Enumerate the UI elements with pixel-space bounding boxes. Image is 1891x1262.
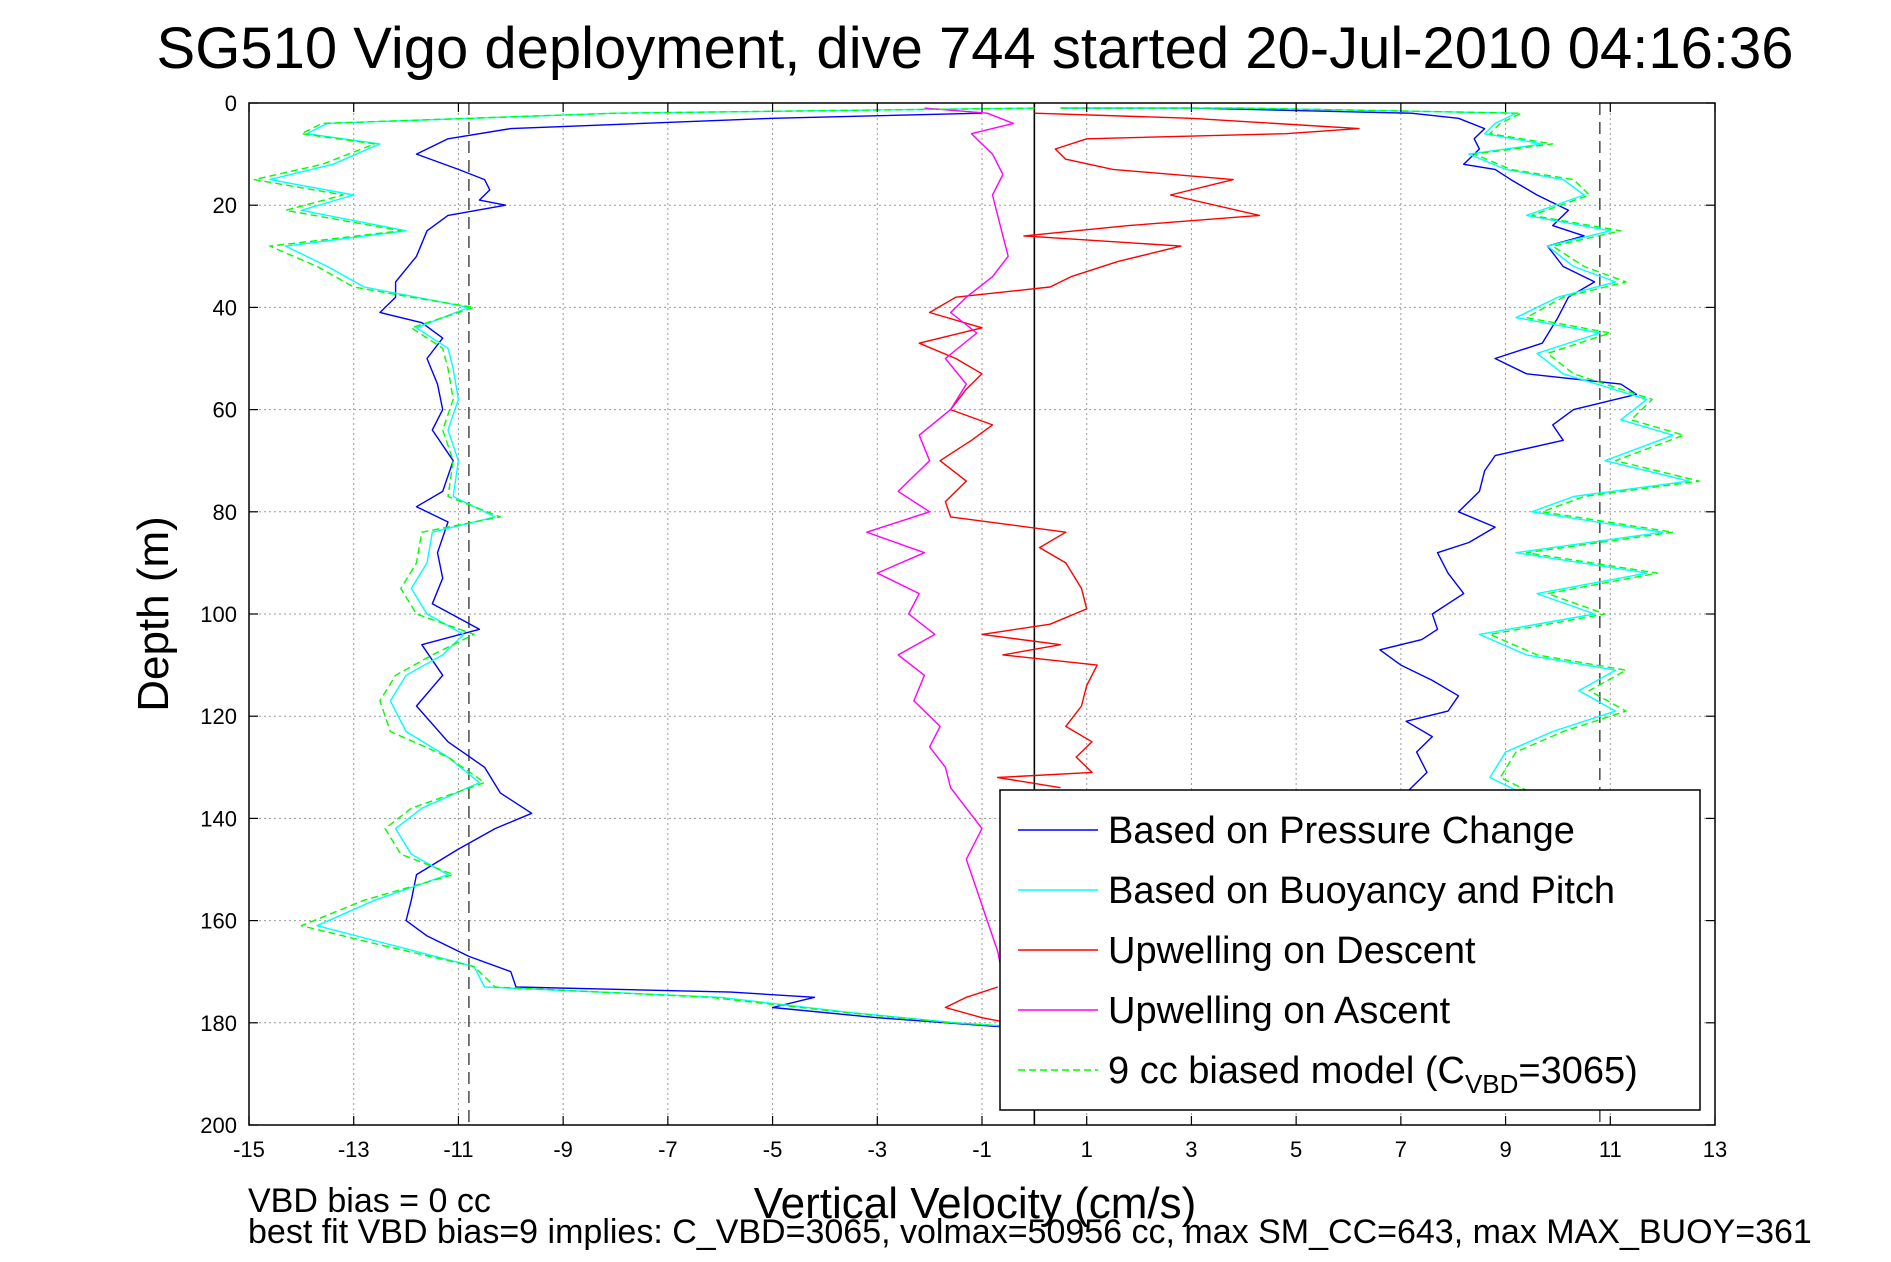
x-tick-label: 5 — [1290, 1137, 1302, 1162]
legend: Based on Pressure Change Based on Buoyanc… — [999, 789, 1701, 1111]
y-tick-label: 80 — [213, 500, 237, 525]
x-tick-label: -9 — [553, 1137, 573, 1162]
y-tick-label: 100 — [200, 602, 237, 627]
x-tick-label: 1 — [1081, 1137, 1093, 1162]
series-line — [866, 107, 1015, 977]
series-line — [1060, 107, 1701, 794]
x-tick-label: 13 — [1703, 1137, 1727, 1162]
legend-label: Based on Buoyancy and Pitch — [1108, 870, 1615, 912]
series-lines — [253, 107, 1701, 1029]
x-tick-label: -11 — [443, 1137, 473, 1162]
y-tick-label: 0 — [225, 91, 237, 116]
axis-ticks: -15 -13 -11 -9 -7 -5 -3 -1 1 3 5 7 9 11 13020406080100… — [200, 91, 1727, 1162]
legend-label: Upwelling on Ascent — [1108, 990, 1451, 1032]
y-tick-label: 140 — [200, 806, 237, 831]
y-tick-label: 200 — [200, 1113, 237, 1138]
legend-label: Based on Pressure Change — [1108, 810, 1575, 852]
legend-box — [999, 789, 1701, 1111]
x-tick-label: 9 — [1499, 1137, 1511, 1162]
legend-label: 9 cc biased model (CVBD=3065) — [1108, 1050, 1638, 1099]
x-tick-label: 11 — [1599, 1137, 1622, 1162]
series-line — [253, 107, 1035, 1029]
series-line — [944, 986, 1009, 1024]
y-tick-label: 20 — [213, 193, 237, 218]
x-tick-label: -15 — [233, 1137, 265, 1162]
x-tick-label: 3 — [1185, 1137, 1197, 1162]
chart-title: SG510 Vigo deployment, dive 744 started … — [157, 16, 1794, 81]
series-line — [269, 107, 1035, 1029]
series-line — [1060, 107, 1690, 794]
x-tick-label: -1 — [972, 1137, 992, 1162]
x-tick-label: 7 — [1395, 1137, 1407, 1162]
y-tick-label: 40 — [213, 295, 237, 320]
series-line — [379, 112, 1035, 1029]
x-axis-label: Vertical Velocity (cm/s) — [754, 1179, 1197, 1228]
x-tick-label: -5 — [763, 1137, 783, 1162]
footer-line-2: best fit VBD bias=9 implies: C_VBD=3065,… — [248, 1213, 1812, 1251]
y-tick-label: 60 — [213, 398, 237, 423]
y-axis-label: Depth (m) — [129, 516, 178, 712]
series-line — [1060, 107, 1638, 794]
legend-label: Upwelling on Descent — [1108, 930, 1476, 972]
y-tick-label: 180 — [200, 1011, 237, 1036]
y-tick-label: 160 — [200, 909, 237, 934]
x-tick-label: -7 — [658, 1137, 678, 1162]
footer-line-1: VBD bias = 0 cc — [248, 1182, 491, 1220]
x-tick-label: -13 — [338, 1137, 370, 1162]
y-tick-label: 120 — [200, 704, 237, 729]
x-tick-label: -3 — [868, 1137, 888, 1162]
